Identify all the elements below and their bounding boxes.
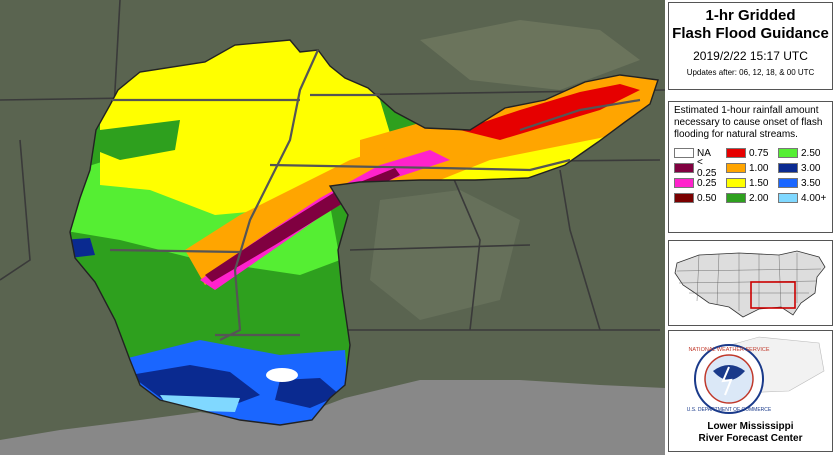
legend-swatch	[778, 148, 798, 158]
state-borders-overlay	[109, 49, 641, 341]
title-panel: 1-hr Gridded Flash Flood Guidance 2019/2…	[668, 2, 833, 90]
seal-text-top: NATIONAL WEATHER SERVICE	[688, 347, 769, 353]
inset-panel	[668, 240, 833, 326]
nws-cloud-icon	[713, 365, 745, 380]
legend-item: 3.00	[778, 162, 827, 174]
legend-label: 0.50	[697, 192, 717, 204]
legend-swatch	[726, 178, 746, 188]
legend-swatch	[674, 193, 694, 203]
legend-label: 1.00	[749, 162, 769, 174]
legend-swatch	[778, 178, 798, 188]
legend-swatch	[674, 163, 694, 173]
legend-swatch	[726, 163, 746, 173]
legend-swatch	[674, 148, 694, 158]
legend-label: 0.75	[749, 147, 769, 159]
legend-item: 3.50	[778, 177, 827, 189]
logo-panel: NATIONAL WEATHER SERVICE U.S. DEPARTMENT…	[668, 330, 833, 452]
legend-item: 4.00+	[778, 192, 827, 204]
legend-panel: Estimated 1-hour rainfall amount necessa…	[668, 101, 833, 233]
legend-item: 0.75	[726, 147, 775, 159]
legend-label: 2.00	[749, 192, 769, 204]
legend-item: 0.25	[674, 177, 723, 189]
update-schedule: Updates after: 06, 12, 18, & 00 UTC	[686, 68, 815, 77]
legend-swatch	[726, 193, 746, 203]
lightning-icon	[721, 366, 733, 396]
legend-item: < 0.25	[674, 157, 723, 179]
org-line-2: River Forecast Center	[698, 433, 803, 444]
legend-grid: NA 0.75 2.50 < 0.25 1.00 3.00 0.25 1.50 3.50 0.50…	[674, 147, 827, 204]
valid-datetime: 2019/2/22 15:17 UTC	[693, 49, 808, 63]
conus-outline	[674, 250, 826, 318]
legend-label: 0.25	[697, 177, 717, 189]
terrain-relief	[420, 20, 640, 90]
terrain-relief	[370, 190, 520, 320]
org-line-1: Lower Mississippi	[707, 421, 794, 432]
legend-swatch	[778, 193, 798, 203]
rfc-boundary	[69, 39, 659, 426]
legend-label: NA	[697, 147, 711, 159]
title-line-2: Flash Flood Guidance	[672, 25, 829, 42]
legend-description: Estimated 1-hour rainfall amount necessa…	[674, 105, 823, 140]
lake-pontchartrain	[266, 368, 298, 382]
legend-label: 3.50	[801, 177, 821, 189]
legend-swatch	[778, 163, 798, 173]
gulf-of-mexico	[0, 380, 665, 455]
legend-item: 1.50	[726, 177, 775, 189]
nws-logo: NATIONAL WEATHER SERVICE U.S. DEPARTMENT…	[687, 336, 825, 414]
title-line-1: 1-hr Gridded	[705, 7, 796, 24]
legend-swatch	[674, 178, 694, 188]
legend-item: 1.00	[726, 162, 775, 174]
seal-text-bottom: U.S. DEPARTMENT OF COMMERCE	[687, 407, 772, 413]
legend-label: 2.50	[801, 147, 821, 159]
legend-label: 3.00	[801, 162, 821, 174]
legend-label: 4.00+	[801, 192, 827, 204]
legend-label: 1.50	[749, 177, 769, 189]
legend-item: NA	[674, 147, 723, 159]
organization-name: Lower Mississippi River Forecast Center	[669, 421, 832, 445]
us-locator-map	[674, 250, 826, 318]
legend-item: 0.50	[674, 192, 723, 204]
legend-swatch	[726, 148, 746, 158]
legend-item: 2.50	[778, 147, 827, 159]
legend-label: < 0.25	[697, 157, 717, 179]
region-highlight-box	[750, 281, 796, 309]
map-view	[0, 0, 665, 455]
legend-item: 2.00	[726, 192, 775, 204]
